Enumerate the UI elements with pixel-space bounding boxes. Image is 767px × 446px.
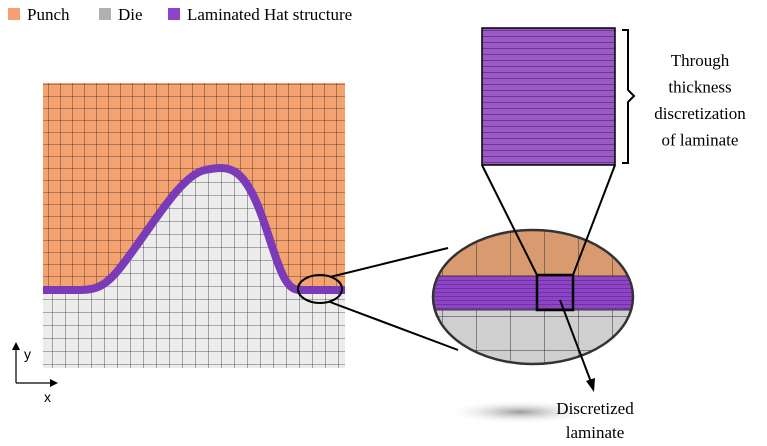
legend-swatch — [168, 8, 180, 20]
legend-label: Punch — [27, 5, 70, 24]
laminate-stack — [482, 28, 615, 165]
annotation: Through — [671, 51, 730, 70]
brace — [622, 30, 634, 163]
legend-label: Die — [118, 5, 143, 24]
annotation: laminate — [566, 423, 625, 442]
annotation: thickness — [668, 78, 731, 97]
legend-swatch — [99, 8, 111, 20]
mesh-model — [43, 83, 345, 368]
diagram: Punch Die Laminated Hat structure y x Thro… — [0, 0, 767, 446]
annotation: of laminate — [662, 131, 739, 150]
axis-label: x — [44, 389, 51, 405]
zoom-line — [330, 248, 448, 277]
annotation: Discretized — [556, 399, 634, 418]
legend: Punch Die Laminated Hat structure — [8, 5, 352, 24]
legend-swatch — [8, 8, 20, 20]
axis-label: y — [24, 346, 31, 362]
pointer-head — [586, 378, 595, 392]
legend-label: Laminated Hat structure — [187, 5, 352, 24]
annotation: discretization — [654, 104, 746, 123]
